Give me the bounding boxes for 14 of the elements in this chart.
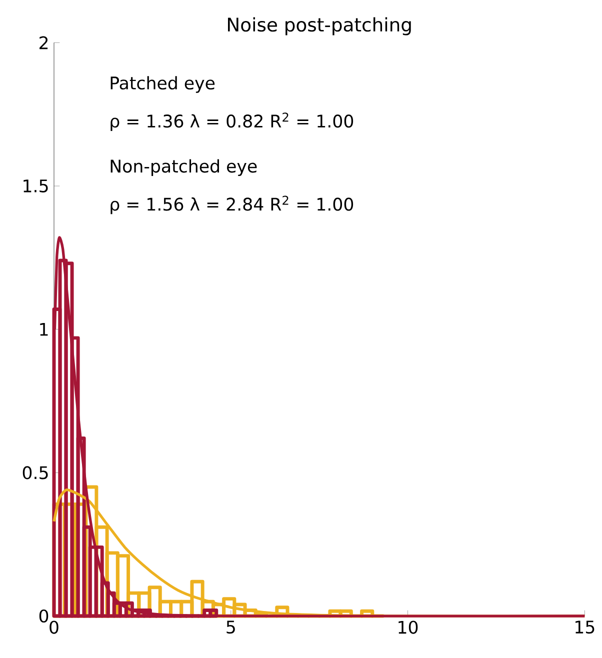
chart-title: Noise post-patching — [228, 17, 411, 36]
x-tick-label: 10 — [398, 620, 418, 634]
x-tick-label: 5 — [226, 620, 235, 634]
annotation: ρ = 1.36 λ = 0.82 R$^{2}$ = 1.00 — [110, 112, 354, 131]
annotation: Patched eye — [110, 76, 215, 93]
annotation: Non-patched eye — [110, 159, 257, 176]
y-tick-label: 1.5 — [24, 180, 48, 192]
y-tick-label: 1 — [40, 323, 48, 336]
y-tick-label: 0 — [39, 609, 48, 623]
x-tick-label: 0 — [50, 620, 58, 634]
y-tick-label: 0.5 — [22, 466, 48, 480]
x-tick-label: 15 — [576, 620, 594, 634]
annotation: ρ = 1.56 λ = 2.84 R$^{2}$ = 1.00 — [110, 196, 354, 214]
y-tick-label: 2 — [40, 36, 48, 50]
